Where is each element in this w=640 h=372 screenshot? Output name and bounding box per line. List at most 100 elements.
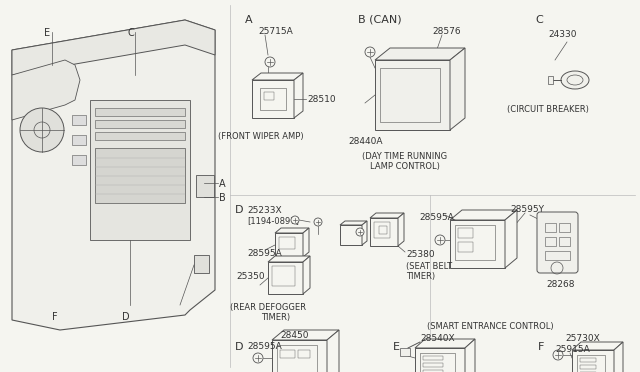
Text: 25350: 25350 <box>236 272 264 281</box>
Polygon shape <box>614 342 623 372</box>
Polygon shape <box>505 210 517 268</box>
Bar <box>572 350 614 372</box>
Circle shape <box>291 216 299 224</box>
Bar <box>196 175 214 197</box>
Polygon shape <box>303 256 310 294</box>
Circle shape <box>553 350 563 360</box>
Polygon shape <box>450 48 465 130</box>
Polygon shape <box>370 213 404 218</box>
Text: 24330: 24330 <box>548 30 577 39</box>
Text: 28440A: 28440A <box>348 137 383 146</box>
Polygon shape <box>572 342 623 350</box>
Bar <box>374 222 390 238</box>
Text: 25233X: 25233X <box>247 206 282 215</box>
Bar <box>559 237 570 246</box>
Bar <box>72 155 86 165</box>
Bar <box>264 92 274 100</box>
Text: B (CAN): B (CAN) <box>358 15 402 25</box>
Circle shape <box>253 353 263 363</box>
Text: C: C <box>535 15 543 25</box>
Polygon shape <box>450 210 517 220</box>
Bar <box>370 218 398 246</box>
Bar <box>275 233 303 257</box>
Text: D: D <box>235 205 243 215</box>
Text: F: F <box>538 342 545 352</box>
Circle shape <box>265 57 275 67</box>
Bar <box>252 80 294 118</box>
Bar <box>95 108 185 116</box>
Polygon shape <box>275 228 309 233</box>
Text: (REAR DEFOGGER: (REAR DEFOGGER <box>230 303 306 312</box>
Bar <box>545 251 570 260</box>
Bar <box>545 237 556 246</box>
Text: (CIRCUIT BREAKER): (CIRCUIT BREAKER) <box>507 105 589 114</box>
Text: 28540X: 28540X <box>420 334 454 343</box>
Bar <box>95 148 185 203</box>
Polygon shape <box>12 60 80 120</box>
Bar <box>268 262 303 294</box>
Text: (SEAT BELT: (SEAT BELT <box>406 262 452 271</box>
Text: (FRONT WIPER AMP): (FRONT WIPER AMP) <box>218 132 304 141</box>
Bar <box>298 350 310 358</box>
Bar <box>458 228 473 238</box>
Text: LAMP CONTROL): LAMP CONTROL) <box>370 162 440 171</box>
Text: 28576: 28576 <box>432 27 461 36</box>
Bar <box>379 226 387 234</box>
Polygon shape <box>398 213 404 246</box>
Polygon shape <box>294 73 303 118</box>
Bar <box>272 340 327 372</box>
FancyBboxPatch shape <box>537 212 578 273</box>
Text: A: A <box>245 15 253 25</box>
Circle shape <box>314 218 322 226</box>
Text: TIMER): TIMER) <box>261 313 291 322</box>
Polygon shape <box>12 20 215 330</box>
Text: A: A <box>219 179 226 189</box>
Bar <box>580 358 596 362</box>
Bar <box>450 220 505 268</box>
Polygon shape <box>272 330 339 340</box>
Text: 25730X: 25730X <box>565 334 600 343</box>
Text: 28268: 28268 <box>546 280 575 289</box>
Bar <box>415 348 465 372</box>
Polygon shape <box>465 339 475 372</box>
Polygon shape <box>12 20 215 75</box>
Text: 28595A: 28595A <box>247 249 282 258</box>
Text: B: B <box>219 193 226 203</box>
Polygon shape <box>415 339 475 348</box>
Text: [1194-0897]: [1194-0897] <box>247 216 299 225</box>
Bar <box>400 348 410 356</box>
Bar <box>90 100 190 240</box>
Bar <box>260 88 286 110</box>
Polygon shape <box>268 256 310 262</box>
Bar <box>548 76 553 84</box>
Circle shape <box>435 235 445 245</box>
Bar <box>458 242 473 252</box>
Circle shape <box>365 47 375 57</box>
Bar <box>423 370 443 372</box>
Bar <box>72 135 86 145</box>
Circle shape <box>356 228 364 236</box>
Bar <box>280 350 295 358</box>
Text: 28450: 28450 <box>281 331 309 340</box>
Bar <box>272 266 295 286</box>
Bar <box>375 60 450 130</box>
Text: F: F <box>52 312 58 322</box>
Bar <box>420 353 455 372</box>
Polygon shape <box>375 48 465 60</box>
Bar <box>340 225 362 245</box>
Polygon shape <box>340 221 367 225</box>
Bar <box>380 68 440 122</box>
Text: 25380: 25380 <box>406 250 435 259</box>
Text: E: E <box>393 342 400 352</box>
Text: (DAY TIME RUNNING: (DAY TIME RUNNING <box>362 152 447 161</box>
Bar <box>559 223 570 232</box>
Text: E: E <box>44 28 50 38</box>
Bar <box>194 255 209 273</box>
Bar <box>279 237 295 249</box>
Bar <box>423 363 443 367</box>
Bar <box>423 356 443 360</box>
Text: 28595Y: 28595Y <box>510 205 544 214</box>
Bar <box>580 365 596 369</box>
Bar <box>545 223 556 232</box>
Text: 28595A: 28595A <box>247 342 282 351</box>
